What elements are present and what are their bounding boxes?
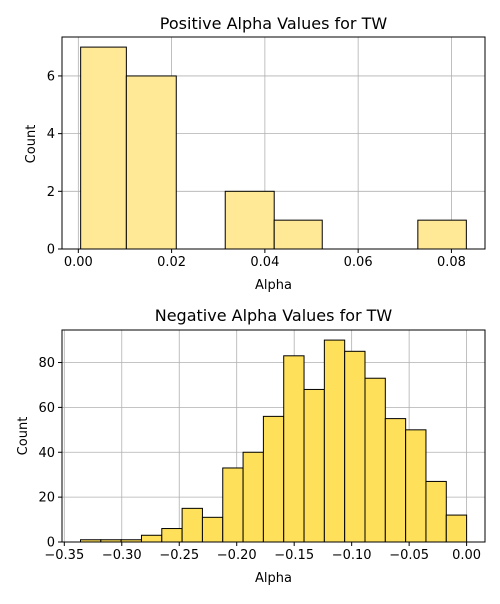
negative-bar-12 [323, 339, 346, 543]
positive-x-tick-label-3: 0.06 [344, 255, 373, 270]
negative-bar-13 [344, 350, 366, 543]
negative-x-ticks: −0.35 −0.30 −0.25 −0.20 −0.15 −0.10 −0.05 0.00 [44, 542, 481, 563]
negative-bar-18 [445, 514, 468, 543]
negative-y-tick-label-2: 40 [38, 446, 55, 461]
negative-y-ticks: 0 20 40 60 80 [38, 356, 62, 551]
negative-y-tick-label-3: 60 [38, 401, 55, 416]
negative-bar-11 [303, 388, 325, 543]
negative-x-tick-label-3: −0.20 [217, 548, 257, 563]
positive-bar-0 [80, 46, 127, 250]
negative-bar-8 [242, 451, 264, 543]
negative-chart-title: Negative Alpha Values for TW [155, 306, 393, 325]
positive-x-tick-label-2: 0.04 [250, 255, 279, 270]
negative-bar-15 [384, 418, 407, 543]
negative-bar-9 [262, 415, 285, 543]
negative-bar-16 [405, 429, 427, 543]
positive-bar-1 [125, 75, 177, 250]
negative-bar-10 [283, 355, 305, 543]
positive-y-axis-label: Count [24, 125, 39, 164]
negative-bar-3 [140, 534, 163, 543]
positive-bar-4 [273, 219, 323, 250]
positive-y-tick-label-2: 4 [47, 127, 55, 142]
positive-x-ticks: 0.00 0.02 0.04 0.06 0.08 [64, 249, 466, 270]
positive-bar-7 [417, 219, 467, 250]
positive-bar-3 [224, 190, 275, 250]
negative-y-tick-label-4: 80 [38, 356, 55, 371]
negative-bar-6 [201, 516, 224, 543]
negative-y-tick-label-0: 0 [47, 536, 55, 551]
negative-x-tick-label-6: −0.05 [389, 548, 429, 563]
positive-y-tick-label-3: 6 [47, 69, 55, 84]
positive-y-tick-label-0: 0 [47, 243, 55, 258]
negative-bar-14 [364, 377, 386, 543]
negative-y-axis-label: Count [16, 417, 31, 456]
negative-x-tick-label-5: −0.10 [332, 548, 372, 563]
positive-bars [80, 46, 467, 250]
positive-chart-title: Positive Alpha Values for TW [160, 14, 388, 33]
negative-bar-7 [222, 467, 244, 543]
negative-x-tick-label-7: 0.00 [452, 548, 481, 563]
negative-x-axis-label: Alpha [255, 571, 292, 586]
positive-axes-frame [61, 36, 486, 250]
negative-y-tick-label-1: 20 [38, 491, 55, 506]
negative-alpha-panel: Negative Alpha Values for TW Alpha Count… [16, 306, 486, 586]
positive-x-axis-label: Alpha [255, 278, 292, 293]
negative-x-tick-label-1: −0.30 [102, 548, 142, 563]
negative-bar-4 [161, 528, 183, 543]
negative-x-tick-label-4: −0.15 [274, 548, 314, 563]
negative-bar-5 [181, 507, 203, 543]
negative-axes-frame [61, 329, 486, 543]
positive-x-tick-label-4: 0.08 [437, 255, 466, 270]
negative-x-tick-label-2: −0.25 [159, 548, 199, 563]
positive-x-tick-label-0: 0.00 [64, 255, 93, 270]
positive-x-tick-label-1: 0.02 [157, 255, 186, 270]
negative-bar-17 [425, 480, 447, 543]
positive-alpha-panel: Positive Alpha Values for TW Alpha Count… [24, 14, 486, 293]
positive-y-ticks: 0 2 4 6 [47, 69, 62, 258]
positive-y-tick-label-1: 2 [47, 185, 55, 200]
negative-x-tick-label-0: −0.35 [44, 548, 84, 563]
